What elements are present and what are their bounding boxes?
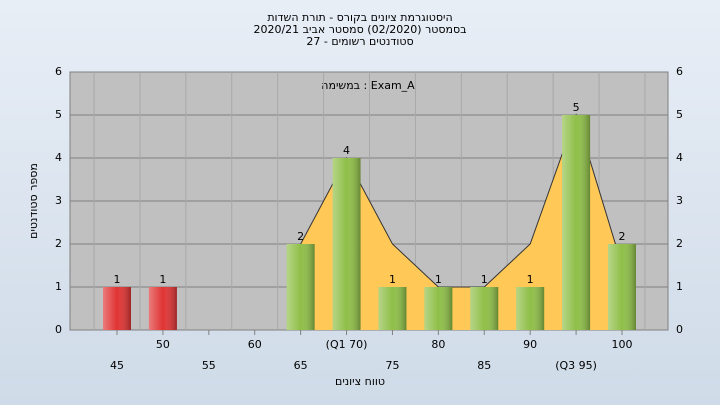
overlay-area [300, 115, 622, 330]
y2-tick-label: 1 [676, 280, 683, 293]
bar-shade [470, 287, 499, 330]
chart-subtitle: בסמסטר (02/2020) סמסטר אביב 2020/21 [253, 23, 466, 36]
chart-subtitle: סטודנטים רשומים - 27 [306, 35, 413, 48]
y2-tick-label: 2 [676, 237, 683, 250]
y-tick-label: 1 [55, 280, 62, 293]
chart-title: היסטוגרמת ציונים בקורס - תורת השדות [267, 11, 452, 24]
data-label: 2 [619, 230, 626, 243]
data-label: 1 [159, 273, 166, 286]
x-tick-label: 80 [431, 338, 445, 351]
y-tick-label: 4 [55, 151, 62, 164]
data-label: 1 [389, 273, 396, 286]
x-tick-label: 65 [294, 359, 308, 372]
y2-tick-label: 3 [676, 194, 683, 207]
x-tick-label: 50 [156, 338, 170, 351]
bar-shade [103, 287, 131, 330]
bar-shade [516, 287, 545, 330]
y2-tick-label: 5 [676, 108, 683, 121]
bar-shade [332, 158, 361, 330]
x-tick-label: (Q1 70) [326, 338, 368, 351]
x-tick-label: 90 [523, 338, 537, 351]
y-tick-label: 0 [55, 323, 62, 336]
y-tick-label: 6 [55, 65, 62, 78]
y-tick-label: 2 [55, 237, 62, 250]
x-tick-label: 75 [385, 359, 399, 372]
y2-tick-label: 0 [676, 323, 683, 336]
x-tick-label: (Q3 95) [555, 359, 597, 372]
bar-shade [148, 287, 177, 330]
y2-tick-label: 4 [676, 151, 683, 164]
y-axis-label: מספר סטודנטים [27, 163, 40, 239]
bar-shade [608, 244, 636, 330]
x-axis-label: טווח ציונים [335, 375, 385, 388]
data-label: 5 [573, 101, 580, 114]
x-tick-label: 60 [248, 338, 262, 351]
y-tick-label: 3 [55, 194, 62, 207]
data-label: 2 [297, 230, 304, 243]
data-label: 1 [527, 273, 534, 286]
annotation: במשימה : Exam_A [321, 79, 415, 92]
bar-shade [286, 244, 315, 330]
x-tick-label: 100 [612, 338, 633, 351]
bar-shade [424, 287, 453, 330]
x-tick-label: 45 [110, 359, 124, 372]
data-label: 1 [114, 273, 121, 286]
data-label: 1 [435, 273, 442, 286]
bar-shade [562, 115, 591, 330]
data-label: 1 [481, 273, 488, 286]
x-tick-label: 55 [202, 359, 216, 372]
data-label: 4 [343, 144, 350, 157]
y-tick-label: 5 [55, 108, 62, 121]
bar-shade [378, 287, 407, 330]
y2-tick-label: 6 [676, 65, 683, 78]
x-tick-label: 85 [477, 359, 491, 372]
